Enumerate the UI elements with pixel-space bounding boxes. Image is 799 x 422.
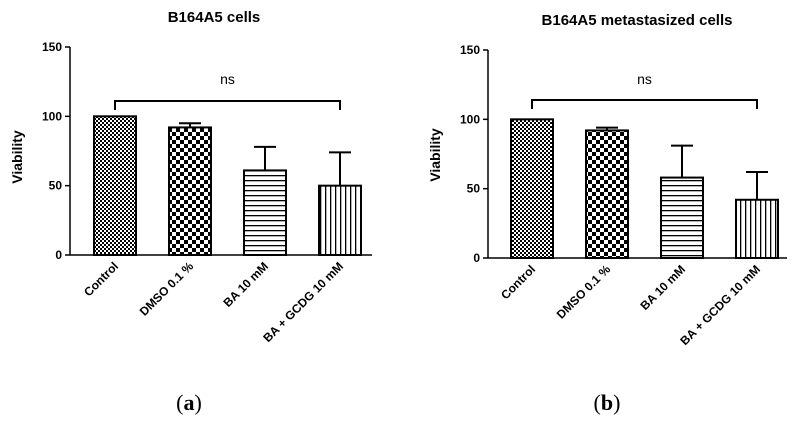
- panel-letter: a: [184, 390, 195, 415]
- y-tick-label: 150: [460, 43, 480, 57]
- category-label: Control: [81, 259, 121, 299]
- significance-bracket: ns: [531, 71, 758, 109]
- y-ticks: 0 50 100 150: [42, 40, 70, 262]
- panel-label: (b): [594, 390, 621, 415]
- y-tick-label: 150: [42, 40, 62, 54]
- category-label: DMSO 0.1 %: [554, 262, 614, 322]
- bar: [93, 115, 137, 257]
- y-tick-label: 0: [55, 248, 62, 262]
- bar: [510, 118, 554, 260]
- bar: [735, 198, 779, 259]
- chart-title: B164A5 metastasized cells: [542, 12, 733, 29]
- y-tick-label: 50: [49, 179, 63, 193]
- chart-title: B164A5 cells: [168, 9, 261, 26]
- panel-letter: b: [601, 390, 613, 415]
- significance-bracket-line: [114, 100, 341, 110]
- significance-bracket-line: [531, 99, 758, 109]
- category-label: Control: [498, 262, 538, 302]
- bar: [318, 184, 362, 257]
- y-tick-label: 100: [460, 112, 480, 126]
- category-label: BA 10 mM: [638, 262, 689, 313]
- significance-label: ns: [220, 71, 235, 87]
- bars: [510, 118, 779, 260]
- bar: [660, 176, 704, 259]
- chart-panel-a: B164A5 cells Viability 0 50 100 150 Control…: [9, 9, 372, 415]
- significance-label: ns: [637, 71, 652, 87]
- y-ticks: 0 50 100 150: [460, 43, 488, 265]
- y-tick-label: 0: [473, 251, 480, 265]
- category-label: BA + GCDG 10 mM: [260, 259, 346, 345]
- y-tick-label: 50: [467, 182, 481, 196]
- bar: [585, 129, 629, 259]
- bar: [243, 169, 287, 256]
- y-axis-label: Viability: [9, 130, 25, 184]
- chart-panel-b: B164A5 metastasized cells Viability 0 50 1…: [427, 12, 787, 415]
- significance-bracket: ns: [114, 71, 341, 110]
- y-tick-label: 100: [42, 109, 62, 123]
- error-bars: [179, 122, 351, 186]
- category-label: BA + GCDG 10 mM: [677, 262, 763, 348]
- y-axis-label: Viability: [427, 128, 443, 182]
- bars: [93, 115, 362, 257]
- category-label: DMSO 0.1 %: [137, 259, 197, 319]
- category-label: BA 10 mM: [221, 259, 272, 310]
- error-bars: [596, 126, 768, 200]
- bar: [168, 126, 212, 256]
- panel-label: (a): [176, 390, 202, 415]
